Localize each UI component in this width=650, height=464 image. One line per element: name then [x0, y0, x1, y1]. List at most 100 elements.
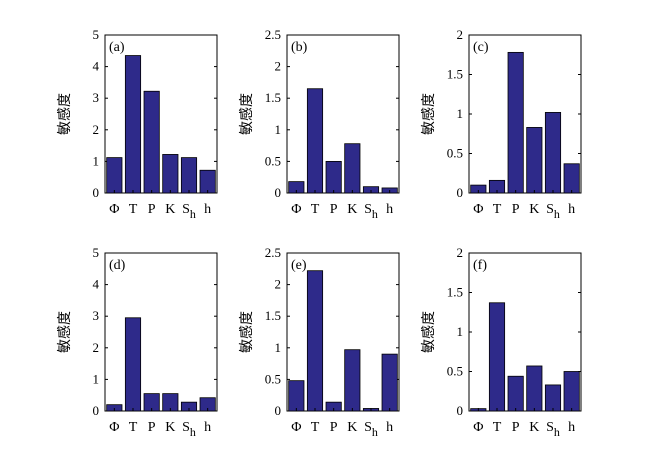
axes-box-e: [286, 252, 400, 412]
xtick-label-f-5: h: [568, 420, 575, 435]
bar-b-2: [325, 160, 342, 194]
bar-f-5: [563, 371, 580, 412]
bar-f-4: [544, 384, 562, 412]
xtick-label-d-5: h: [204, 420, 211, 435]
bar-b-3: [344, 143, 361, 194]
bar-a-4: [180, 157, 198, 194]
xtick-label-d-2: P: [148, 420, 156, 435]
xtick-label-c-1: T: [493, 202, 502, 217]
panel-b: 0 0.5 1 1.5 2 2.5 敏感度 (b) Φ T P K Sh h: [238, 27, 400, 221]
xtick-label-b-3: K: [347, 202, 357, 217]
bar-c-4: [544, 112, 562, 194]
ytick-label-c-4: 2: [457, 27, 464, 42]
panel-e: 0 0.5 1 1.5 2 2.5 敏感度 (e) Φ T P K Sh h: [238, 245, 400, 439]
ytick-label-f-2: 1: [457, 324, 464, 339]
bar-a-1: [124, 55, 142, 194]
panel-a: 0 1 2 3 4 5 敏感度 (a) Φ T P K Sh h: [56, 27, 218, 221]
ytick-label-f-1: 0.5: [447, 364, 463, 379]
ytick-label-f-4: 2: [457, 245, 464, 260]
xtick-label-e-4: Sh: [364, 420, 378, 439]
ytick-label-f-0: 0: [457, 403, 464, 418]
ylabel-c: 敏感度: [420, 93, 437, 135]
panel-label-f: (f): [473, 258, 487, 273]
ytick-label-a-1: 1: [93, 153, 100, 168]
ytick-label-b-0: 0: [275, 185, 282, 200]
xtick-label-a-2: P: [148, 202, 156, 217]
xtick-label-a-1: T: [129, 202, 138, 217]
bar-d-1: [124, 317, 142, 412]
ytick-label-a-5: 5: [93, 27, 100, 42]
ylabel-f: 敏感度: [420, 311, 437, 353]
ytick-label-f-3: 1.5: [447, 285, 463, 300]
ytick-label-c-2: 1: [457, 106, 464, 121]
panel-label-a: (a): [109, 40, 125, 55]
bar-e-5: [381, 353, 398, 412]
ytick-label-b-4: 2: [275, 59, 282, 74]
ytick-label-a-2: 2: [93, 122, 100, 137]
ytick-label-c-3: 1.5: [447, 67, 463, 82]
ytick-label-e-0: 0: [275, 403, 282, 418]
axes-box-d: [104, 252, 218, 412]
bar-a-2: [143, 90, 160, 194]
xtick-label-c-5: h: [568, 202, 575, 217]
bar-a-5: [199, 169, 216, 194]
panel-c: 0 0.5 1 1.5 2 敏感度 (c) Φ T P K Sh h: [420, 27, 582, 221]
xtick-label-f-1: T: [493, 420, 502, 435]
xtick-label-d-3: K: [165, 420, 175, 435]
bar-e-1: [306, 270, 324, 412]
ytick-label-e-1: 0.5: [265, 371, 281, 386]
ytick-label-e-5: 2.5: [265, 245, 281, 260]
bar-e-3: [344, 349, 361, 412]
ytick-label-a-3: 3: [93, 90, 100, 105]
xtick-label-f-0: Φ: [473, 420, 483, 435]
xtick-label-e-2: P: [330, 420, 338, 435]
bar-f-1: [488, 302, 506, 412]
xtick-label-a-3: K: [165, 202, 175, 217]
ytick-label-b-1: 0.5: [265, 153, 281, 168]
bar-f-3: [526, 365, 543, 412]
bar-c-5: [563, 163, 580, 194]
xtick-label-a-0: Φ: [109, 202, 119, 217]
bar-f-2: [507, 375, 524, 412]
xtick-label-c-2: P: [512, 202, 520, 217]
ytick-label-d-3: 3: [93, 308, 100, 323]
ytick-label-b-3: 1.5: [265, 90, 281, 105]
bar-b-1: [306, 88, 324, 194]
xtick-label-a-4: Sh: [182, 202, 196, 221]
xtick-label-f-3: K: [529, 420, 539, 435]
ytick-label-b-5: 2.5: [265, 27, 281, 42]
ytick-label-d-1: 1: [93, 371, 100, 386]
ytick-label-a-4: 4: [93, 59, 100, 74]
ytick-label-a-0: 0: [93, 185, 100, 200]
ytick-label-c-1: 0.5: [447, 146, 463, 161]
ytick-label-d-2: 2: [93, 340, 100, 355]
ylabel-b: 敏感度: [238, 93, 255, 135]
bar-e-0: [288, 380, 305, 412]
xtick-label-e-0: Φ: [291, 420, 301, 435]
panel-d: 0 1 2 3 4 5 敏感度 (d) Φ T P K Sh h: [56, 245, 218, 439]
bar-a-3: [162, 154, 179, 194]
panel-label-d: (d): [109, 258, 126, 273]
ylabel-e: 敏感度: [238, 311, 255, 353]
ytick-label-e-3: 1.5: [265, 308, 281, 323]
xtick-label-d-4: Sh: [182, 420, 196, 439]
bar-a-0: [106, 157, 123, 194]
ylabel-d: 敏感度: [56, 311, 73, 353]
xtick-label-b-2: P: [330, 202, 338, 217]
ytick-label-d-0: 0: [93, 403, 100, 418]
xtick-label-e-1: T: [311, 420, 320, 435]
ytick-label-d-5: 5: [93, 245, 100, 260]
panel-label-b: (b): [291, 40, 308, 55]
xtick-label-b-1: T: [311, 202, 320, 217]
xtick-label-b-5: h: [386, 202, 393, 217]
xtick-label-c-3: K: [529, 202, 539, 217]
ylabel-a: 敏感度: [56, 93, 73, 135]
xtick-label-f-2: P: [512, 420, 520, 435]
ytick-label-d-4: 4: [93, 277, 100, 292]
xtick-label-e-3: K: [347, 420, 357, 435]
axes-box-b: [286, 34, 400, 194]
xtick-label-b-4: Sh: [364, 202, 378, 221]
panel-label-c: (c): [473, 40, 489, 55]
xtick-label-d-0: Φ: [109, 420, 119, 435]
